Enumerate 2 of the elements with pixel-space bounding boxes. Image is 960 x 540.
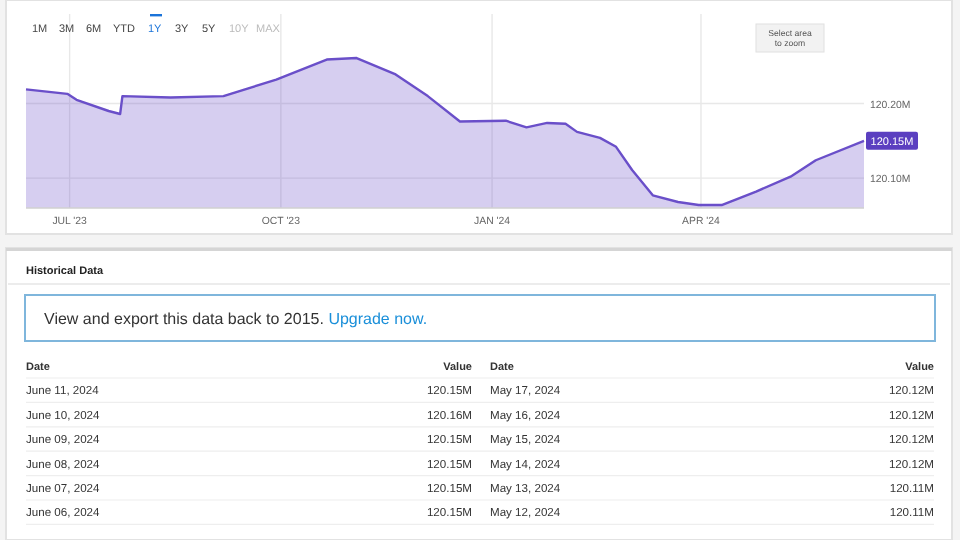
text: View and export this data back to 2015.: [44, 310, 324, 328]
text: Upgrade now.: [328, 310, 428, 328]
